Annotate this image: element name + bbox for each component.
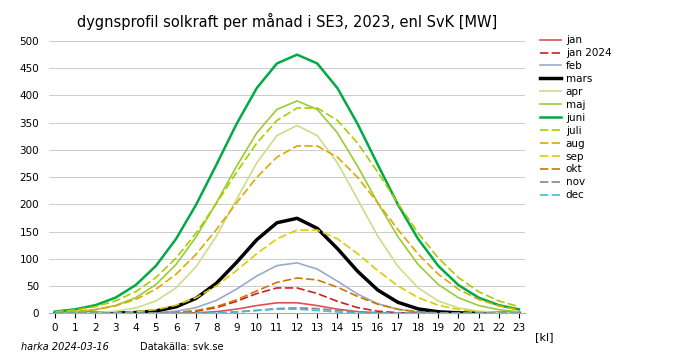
Legend: jan, jan 2024, feb, mars, apr, maj, juni, juli, aug, sep, okt, nov, dec: jan, jan 2024, feb, mars, apr, maj, juni… [540,35,611,200]
Text: harka 2024-03-16: harka 2024-03-16 [21,342,109,352]
Text: [kl]: [kl] [535,333,554,342]
Title: dygnsprofil solkraft per månad i SE3, 2023, enl SvK [MW]: dygnsprofil solkraft per månad i SE3, 20… [77,13,497,30]
Text: Datakälla: svk.se: Datakälla: svk.se [140,342,223,352]
